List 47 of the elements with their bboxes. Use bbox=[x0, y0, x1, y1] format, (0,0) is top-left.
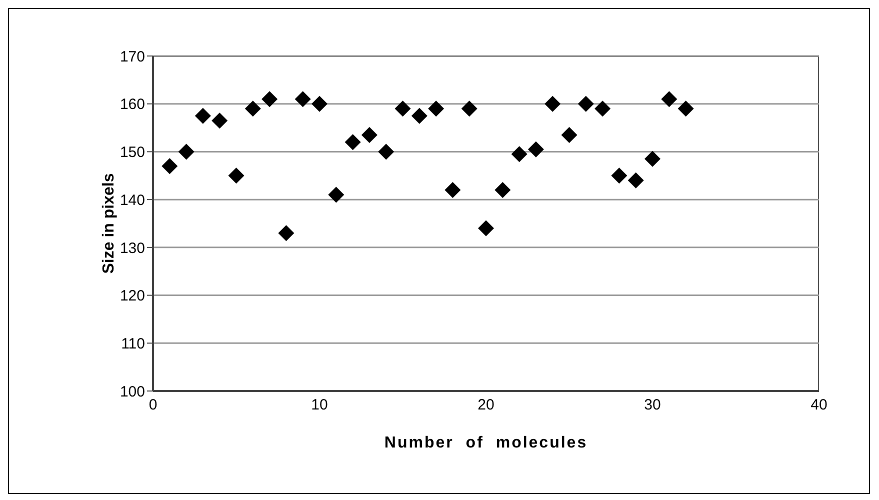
point bbox=[361, 126, 378, 143]
point bbox=[194, 108, 211, 124]
point bbox=[294, 91, 311, 108]
point bbox=[628, 172, 644, 188]
point bbox=[228, 168, 244, 184]
point bbox=[611, 168, 628, 184]
x-tick-label: 20 bbox=[478, 396, 494, 414]
point bbox=[544, 96, 561, 112]
point bbox=[444, 182, 461, 198]
x-tick-label: 30 bbox=[644, 396, 661, 414]
point bbox=[278, 225, 294, 242]
point bbox=[344, 134, 361, 150]
point bbox=[162, 158, 178, 174]
y-tick-label: 100 bbox=[120, 383, 145, 400]
point bbox=[378, 144, 394, 160]
x-tick-label: 10 bbox=[311, 396, 328, 414]
point bbox=[494, 182, 511, 198]
y-tick-label: 110 bbox=[121, 335, 145, 352]
y-tick-label: 120 bbox=[120, 288, 145, 305]
point bbox=[244, 100, 261, 117]
point bbox=[528, 141, 544, 158]
point bbox=[594, 100, 611, 117]
point bbox=[661, 91, 678, 108]
point bbox=[561, 126, 578, 143]
point bbox=[411, 108, 428, 124]
point bbox=[394, 100, 411, 117]
point bbox=[511, 146, 528, 162]
point bbox=[262, 91, 278, 108]
y-tick-label: 160 bbox=[120, 96, 145, 114]
point bbox=[678, 100, 694, 117]
point bbox=[461, 100, 478, 117]
x-tick-label: 40 bbox=[810, 396, 828, 414]
y-tick-label: 150 bbox=[120, 144, 145, 162]
y-axis-title: Size in pixels bbox=[100, 173, 118, 274]
x-axis-title: Number of molecules bbox=[384, 434, 588, 452]
y-tick-label: 140 bbox=[120, 192, 145, 209]
point bbox=[478, 220, 494, 236]
x-tick-label: 0 bbox=[148, 396, 158, 414]
point bbox=[644, 150, 660, 167]
point bbox=[212, 112, 228, 129]
point bbox=[328, 186, 344, 203]
y-tick-label: 170 bbox=[120, 48, 145, 66]
y-tick-label: 130 bbox=[120, 240, 145, 257]
point bbox=[312, 96, 328, 112]
point bbox=[578, 96, 594, 112]
point bbox=[178, 144, 194, 160]
point bbox=[428, 100, 444, 117]
